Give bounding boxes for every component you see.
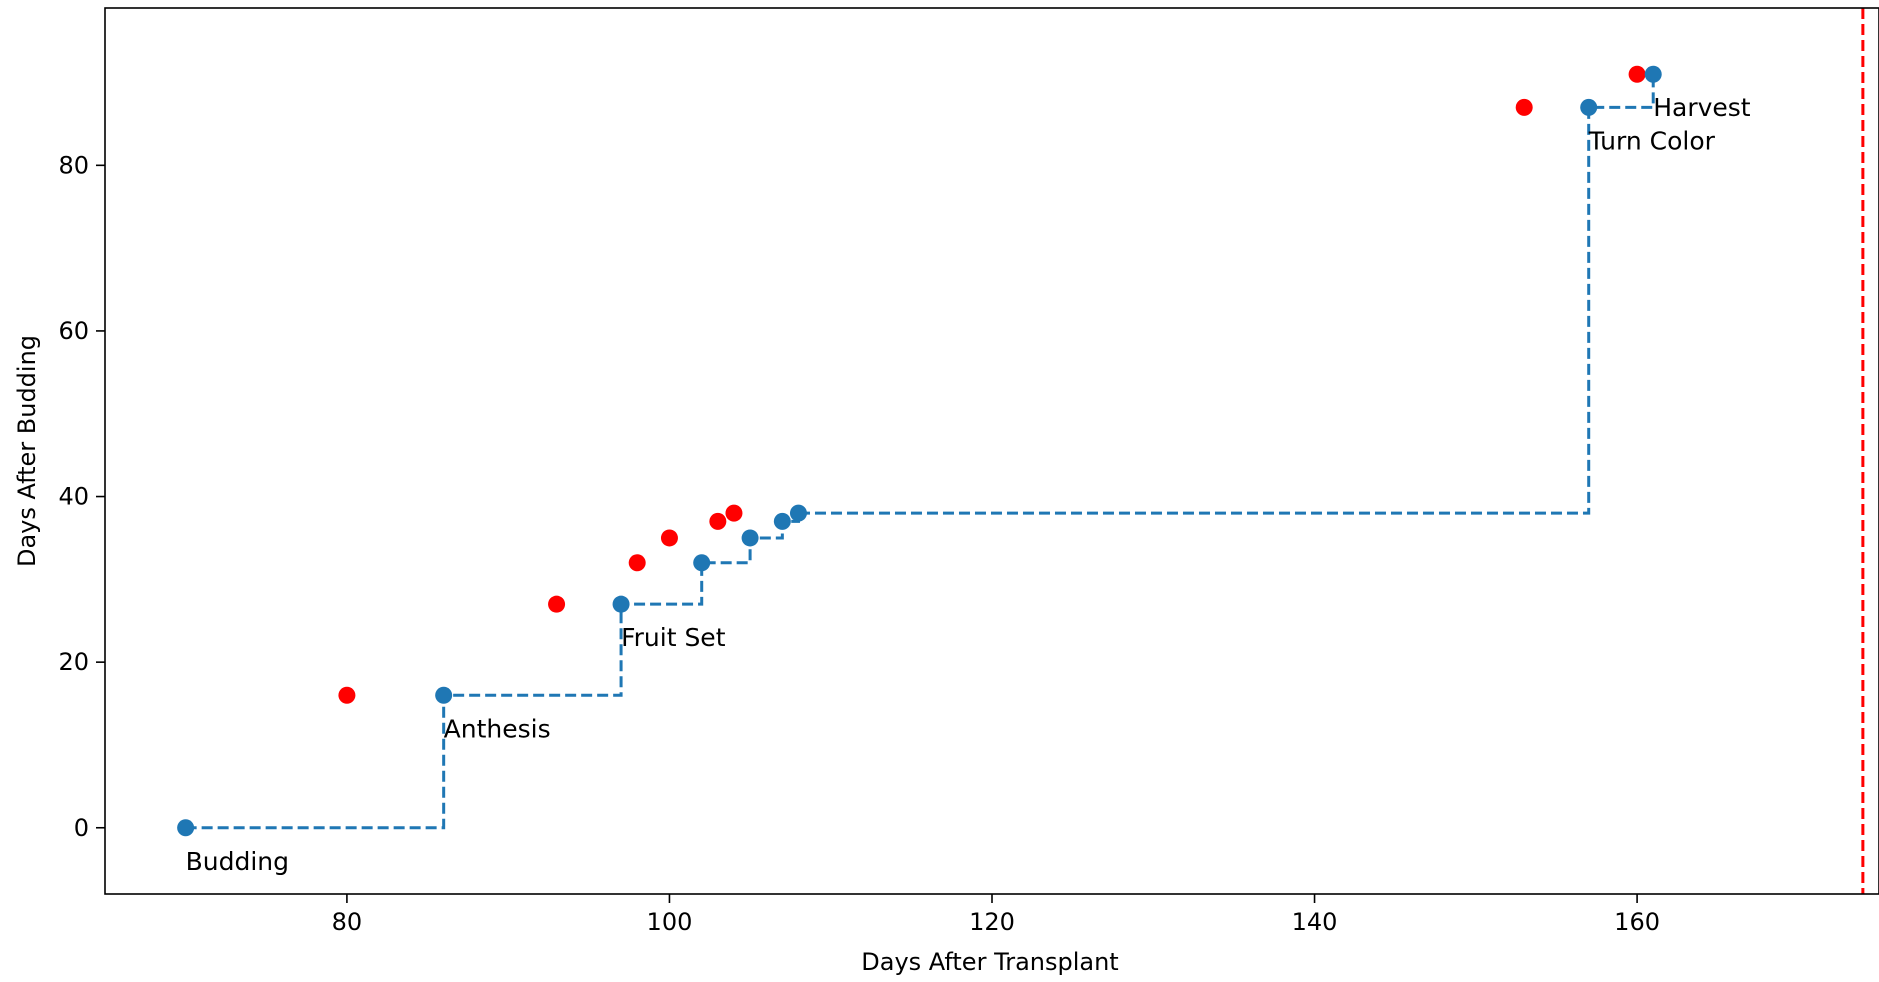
x-tick-label: 100 (647, 908, 693, 936)
blue-point (773, 512, 791, 530)
y-tick-label: 20 (58, 648, 89, 676)
annotation-label: Turn Color (1588, 126, 1716, 155)
annotation-label: Fruit Set (621, 623, 726, 652)
annotation-label: Budding (186, 847, 289, 876)
axes-layer: 80 100 120 140 160 0 20 40 60 80 (58, 7, 1879, 936)
annotations-layer: Budding Anthesis Fruit Set Turn Color Harves… (186, 93, 1751, 876)
red-point (660, 529, 678, 547)
annotation-label: Harvest (1653, 93, 1751, 122)
blue-point (435, 686, 453, 704)
y-tick-label: 80 (58, 151, 89, 179)
blue-point (741, 529, 759, 547)
red-point (628, 554, 646, 572)
red-point (338, 686, 356, 704)
red-point (1515, 98, 1533, 116)
x-tick-label: 120 (969, 908, 1015, 936)
red-point (548, 595, 566, 613)
y-tick-label: 40 (58, 483, 89, 511)
step-line (185, 74, 1655, 830)
y-tick-label: 60 (58, 317, 89, 345)
blue-point (693, 554, 711, 572)
y-tick-label: 0 (74, 814, 89, 842)
annotation-label: Anthesis (444, 714, 551, 743)
x-tick-label: 160 (1614, 908, 1660, 936)
series-points-layer (177, 65, 1662, 837)
red-point (725, 504, 743, 522)
blue-point (1580, 98, 1598, 116)
y-axis-label: Days After Budding (13, 335, 41, 567)
x-axis-label: Days After Transplant (861, 948, 1118, 976)
blue-point (177, 819, 195, 837)
blue-point (1644, 65, 1662, 83)
red-point (1628, 65, 1646, 83)
x-tick-label: 140 (1292, 908, 1338, 936)
blue-point (612, 595, 630, 613)
blue-point (789, 504, 807, 522)
x-tick-label: 80 (332, 908, 363, 936)
red-point (709, 512, 727, 530)
